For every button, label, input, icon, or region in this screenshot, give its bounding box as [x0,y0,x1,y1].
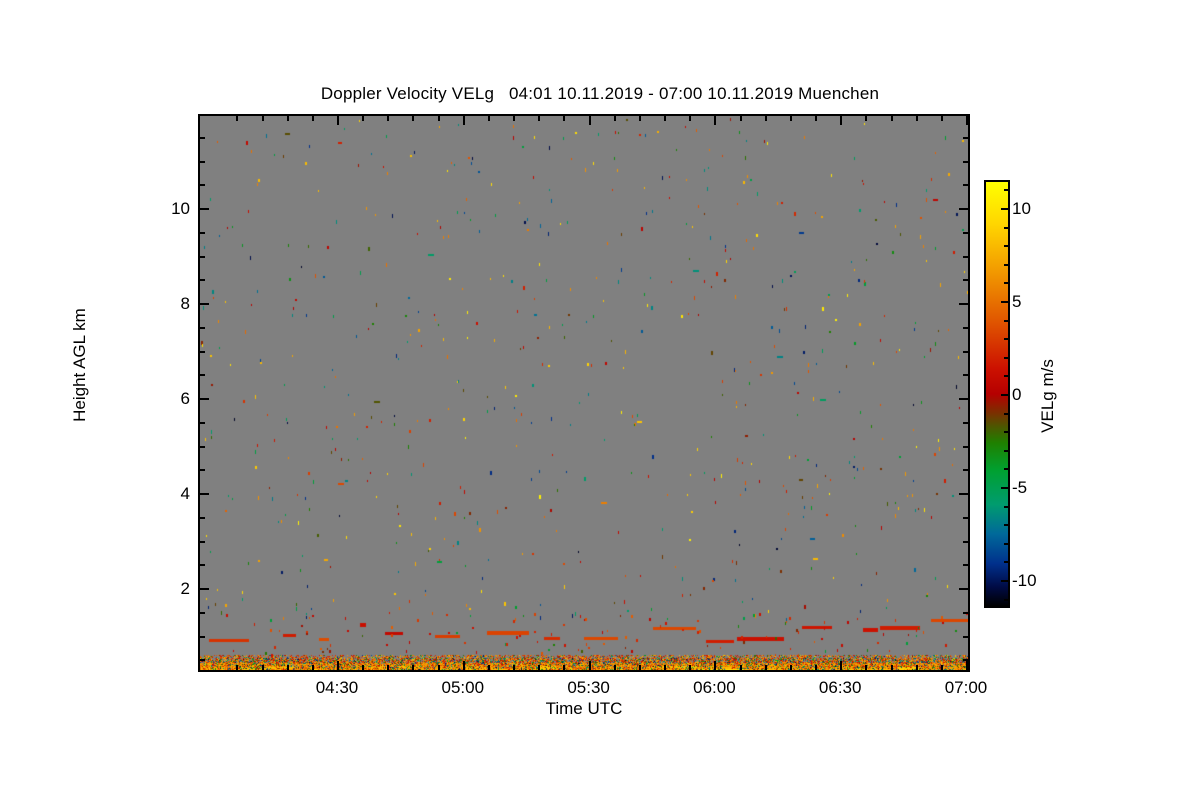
colorbar-tick-label: -10 [1012,571,1037,591]
colorbar-tick-label: 10 [1012,198,1031,218]
y-tick-label: 8 [180,294,190,313]
colorbar-title: VELg m/s [1038,359,1057,433]
colorbar-gradient [984,180,1010,608]
page-title: Doppler Velocity VELg 04:01 10.11.2019 -… [320,84,880,103]
colorbar [984,180,1010,608]
y-tick-label: 6 [180,389,190,408]
y-tick-label: 4 [180,484,190,503]
x-tick-label: 04:30 [315,678,359,697]
y-tick-label: 10 [171,199,190,218]
heatmap-data-field [200,116,968,670]
colorbar-tick-label: 0 [1012,385,1022,404]
y-axis-title: Height AGL km [70,308,89,422]
plot-axes [198,114,970,672]
colorbar-tick-label: -5 [1012,478,1028,498]
colorbar-tick-labels: 10 5 0 -5 -10 [1012,180,1072,608]
x-tick-label: 06:00 [693,678,736,697]
x-tick-label: 07:00 [944,678,988,697]
x-tick-label: 06:30 [818,678,862,697]
x-axis-tick-labels: 04:30 05:00 05:30 06:00 06:30 07:00 [198,678,988,704]
y-tick-label: 2 [180,579,190,598]
y-axis-tick-labels: 2 4 6 8 10 [126,114,190,672]
x-tick-label: 05:00 [441,678,485,697]
x-tick-label: 05:30 [567,678,610,697]
colorbar-tick-label: 5 [1012,291,1022,311]
x-axis-title: Time UTC [545,699,623,718]
